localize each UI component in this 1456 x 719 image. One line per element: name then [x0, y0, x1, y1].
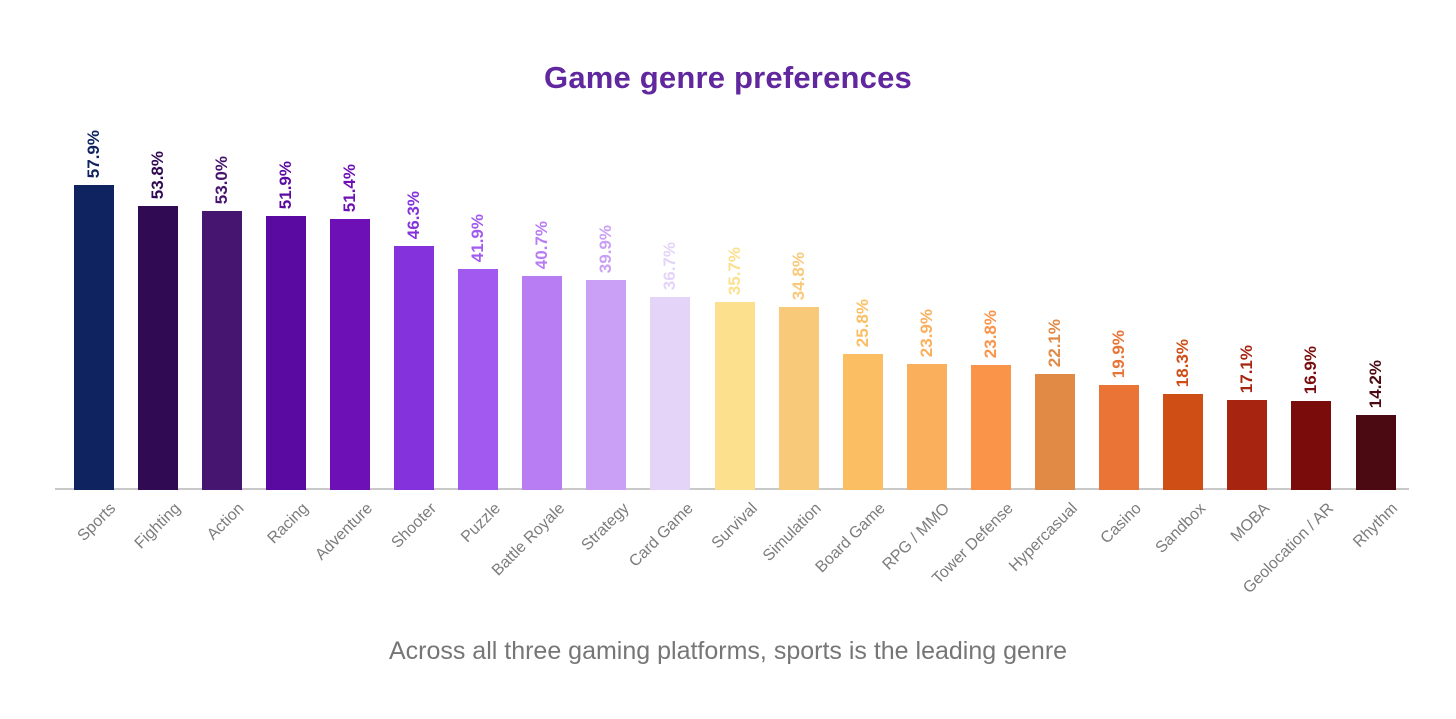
bar-value-label: 23.8% — [980, 309, 1000, 358]
bar-value-label: 16.9% — [1301, 345, 1321, 394]
bar-value-label: 57.9% — [83, 129, 103, 178]
bar — [906, 364, 947, 490]
bar — [73, 185, 114, 490]
bar-value-label: 40.7% — [532, 220, 552, 269]
bar-value-label: 36.7% — [660, 241, 680, 290]
category-label: Survival — [708, 500, 761, 553]
bar — [329, 219, 370, 490]
bar — [714, 302, 755, 490]
category-label: Fighting — [131, 500, 184, 553]
bar — [522, 276, 563, 490]
category-label: Racing — [264, 500, 312, 548]
category-label: Hypercasual — [1006, 500, 1082, 575]
bar — [586, 280, 627, 490]
bar — [458, 269, 499, 490]
bar-value-label: 25.8% — [852, 298, 872, 347]
bar — [778, 307, 819, 490]
bar-value-label: 34.8% — [788, 251, 808, 300]
category-label: Simulation — [759, 500, 825, 565]
chart-title: Game genre preferences — [544, 60, 912, 95]
bar — [1099, 385, 1140, 490]
bar-value-label: 41.9% — [468, 213, 488, 262]
bar — [1291, 401, 1332, 490]
category-label: Action — [204, 500, 248, 544]
bar — [394, 246, 434, 490]
bar-value-label: 35.7% — [724, 246, 744, 295]
category-label: Rhythm — [1350, 500, 1402, 552]
category-label: MOBA — [1227, 500, 1274, 546]
category-label: Strategy — [578, 500, 633, 555]
bar-value-label: 23.9% — [916, 308, 936, 357]
bar — [842, 354, 883, 490]
category-label: Sports — [74, 500, 120, 545]
bar-value-label: 17.1% — [1237, 344, 1257, 393]
bar — [1163, 394, 1204, 490]
bar-value-label: 14.2% — [1365, 359, 1385, 408]
bar — [970, 365, 1011, 490]
category-label: Casino — [1097, 500, 1146, 548]
category-label: Puzzle — [458, 500, 505, 546]
bar-value-label: 51.4% — [339, 163, 359, 212]
bar — [1227, 400, 1268, 490]
bar-value-label: 51.9% — [275, 160, 295, 209]
category-label: Shooter — [388, 500, 441, 552]
bar-value-label: 18.3% — [1173, 338, 1193, 387]
bar-value-label: 19.9% — [1109, 329, 1129, 378]
category-label: Card Game — [625, 500, 697, 571]
bar — [1355, 415, 1396, 490]
bar — [650, 297, 691, 490]
bar-value-label: 46.3% — [404, 190, 423, 239]
bar-value-label: 53.8% — [147, 150, 167, 199]
bar — [265, 216, 306, 490]
bar-value-label: 22.1% — [1045, 318, 1064, 367]
chart-subtitle: Across all three gaming platforms, sport… — [388, 637, 1068, 665]
bar — [137, 206, 178, 490]
bar — [1035, 374, 1075, 490]
bar-value-label: 39.9% — [596, 224, 616, 273]
bar-value-label: 53.0% — [211, 155, 231, 204]
bar — [201, 211, 242, 490]
category-label: Adventure — [312, 500, 376, 564]
category-label: Sandbox — [1152, 500, 1210, 557]
